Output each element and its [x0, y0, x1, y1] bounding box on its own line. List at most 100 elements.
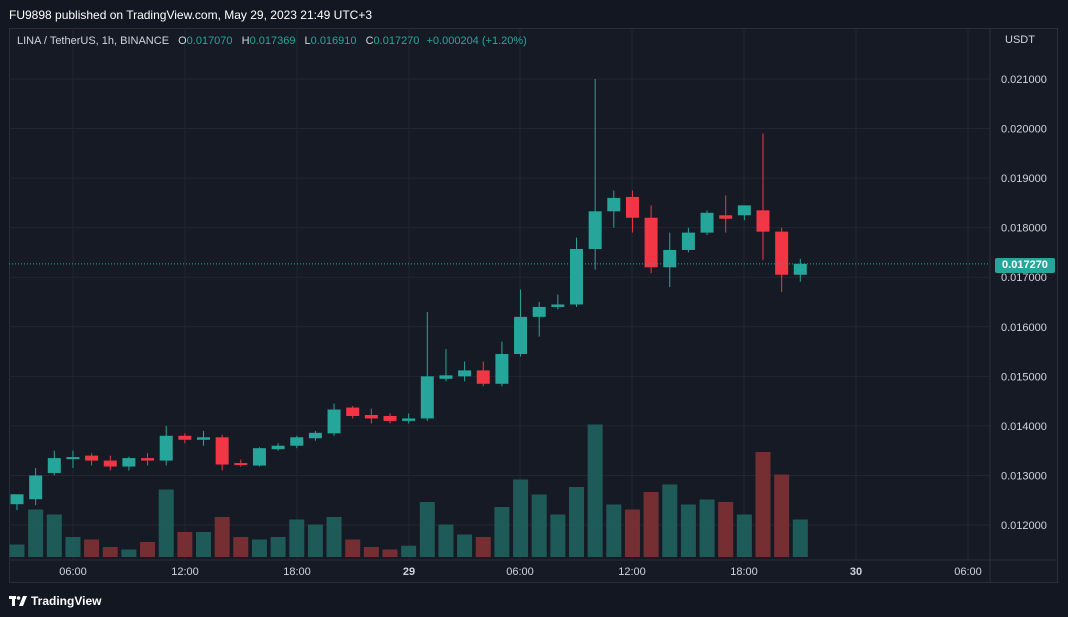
candle-body [271, 445, 285, 450]
volume-bar [177, 532, 193, 557]
change-value: +0.000204 (+1.20%) [426, 35, 527, 47]
high-label: H [241, 35, 250, 47]
volume-bar [196, 532, 211, 557]
candle-body [588, 211, 602, 249]
candle-body [66, 457, 80, 460]
volume-bar [457, 534, 473, 557]
high-value: 0.017369 [249, 35, 296, 47]
volume-bar [270, 537, 286, 557]
candle-body [383, 415, 397, 421]
grid-lines [9, 28, 990, 560]
symbol-label[interactable]: LINA / TetherUS, 1h, BINANCE [17, 35, 170, 47]
low-label: L [304, 35, 311, 47]
y-tick-label: 0.020000 [1001, 124, 1047, 136]
candle-body [159, 435, 173, 461]
low-value: 0.016910 [310, 35, 357, 47]
candle-body [476, 370, 490, 384]
candle-body [663, 249, 677, 268]
volume-bar [9, 544, 25, 557]
candle-body [793, 263, 807, 275]
x-tick-label: 06:00 [506, 566, 534, 578]
volume-bar [102, 547, 118, 557]
candle-body [532, 306, 546, 317]
candle-body [29, 475, 43, 500]
volume-bar [718, 502, 734, 557]
candle-body [364, 414, 378, 419]
candle-body [252, 448, 266, 466]
publish-text: FU9898 published on TradingView.com, May… [9, 8, 372, 22]
x-tick-label: 30 [850, 566, 862, 578]
volume-bar [513, 479, 529, 557]
volume-bar [121, 549, 137, 557]
volume-bar [550, 514, 566, 557]
candle-body [719, 215, 733, 219]
volume-bar [140, 542, 156, 557]
volume-bar [774, 474, 790, 557]
candlesticks [10, 79, 807, 511]
volume-bar [84, 539, 100, 557]
volume-bar [363, 547, 379, 557]
volume-bar [699, 499, 715, 557]
candle-body [85, 455, 99, 461]
candle-body [756, 210, 770, 232]
close-label: C [365, 35, 374, 47]
x-tick-label: 18:00 [283, 566, 311, 578]
volume-bar [233, 537, 249, 557]
volume-bar [214, 517, 230, 557]
x-axis-ticks: 06:00 12:00 18:00 29 06:00 12:00 18:00 30 06:00 [59, 566, 982, 578]
volume-bar [345, 539, 361, 557]
candle-body [644, 217, 658, 268]
candle-body [775, 231, 789, 275]
candle-body [346, 407, 360, 416]
candle-body [141, 458, 155, 461]
volume-bar [28, 509, 44, 557]
candle-body [402, 418, 416, 421]
volume-bar [755, 452, 771, 557]
x-tick-label: 12:00 [618, 566, 646, 578]
open-label: O [178, 35, 187, 47]
candle-body [607, 197, 621, 212]
volume-bar [289, 519, 305, 557]
y-tick-label: 0.016000 [1001, 322, 1047, 334]
candle-body [514, 316, 528, 355]
volume-bar [587, 424, 603, 557]
x-tick-label: 18:00 [730, 566, 758, 578]
volume-bar [606, 504, 622, 557]
candle-body [495, 354, 509, 384]
x-tick-label: 06:00 [954, 566, 982, 578]
volume-bar [680, 504, 696, 557]
candle-body [234, 463, 248, 466]
candle-body [327, 409, 341, 434]
candle-body [570, 248, 583, 305]
candle-body [551, 304, 565, 307]
volume-bar [792, 519, 808, 557]
ohlc-legend: LINA / TetherUS, 1h, BINANCE O0.017070 H… [17, 35, 527, 47]
volume-bar [438, 524, 454, 557]
y-tick-label: 0.018000 [1001, 223, 1047, 235]
candle-body [681, 232, 695, 250]
candle-body [439, 375, 453, 379]
volume-bar [736, 514, 752, 557]
y-axis-ticks: 0.012000 0.013000 0.014000 0.015000 0.016000… [1001, 74, 1047, 532]
candle-body [47, 458, 61, 473]
volume-bars [9, 424, 808, 557]
candle-body [122, 458, 136, 467]
volume-bar [46, 514, 62, 557]
volume-bar [382, 549, 398, 557]
candle-body [178, 435, 192, 440]
candle-body [420, 376, 434, 419]
volume-bar [158, 489, 174, 557]
chart-frame[interactable] [9, 28, 1058, 583]
volume-bar [662, 484, 678, 557]
candle-body [308, 432, 322, 439]
candle-body [103, 460, 117, 467]
close-value: 0.017270 [373, 35, 420, 47]
candle-body [290, 437, 304, 446]
y-tick-label: 0.019000 [1001, 173, 1047, 185]
x-tick-label: 06:00 [59, 566, 87, 578]
volume-bar [569, 487, 584, 557]
tradingview-footer[interactable]: TradingView [9, 592, 101, 610]
open-value: 0.017070 [186, 35, 233, 47]
volume-bar [65, 537, 81, 557]
